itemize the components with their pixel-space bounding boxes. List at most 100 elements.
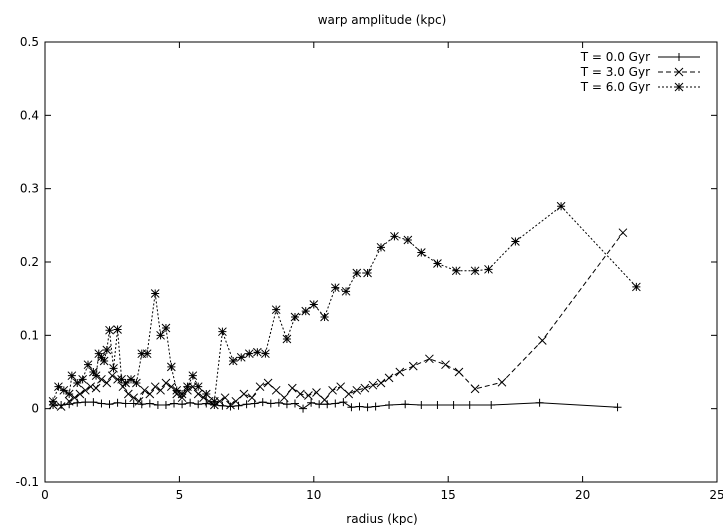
series-3-point bbox=[282, 334, 292, 344]
series-3-point bbox=[94, 349, 104, 359]
series-2-point bbox=[247, 393, 257, 403]
legend-label-1: T = 0.0 Gyr bbox=[580, 50, 650, 64]
series-1-point bbox=[178, 400, 187, 409]
series-3-point bbox=[352, 268, 362, 278]
x-tick-label: 25 bbox=[709, 488, 723, 502]
series-1-point bbox=[433, 401, 442, 409]
series-2-point bbox=[91, 383, 101, 393]
series-2-point bbox=[271, 385, 281, 395]
series-3-point bbox=[188, 371, 198, 381]
series-2-point bbox=[150, 382, 160, 392]
series-3-point bbox=[451, 266, 461, 276]
series-1-point bbox=[153, 401, 162, 409]
series-3-point bbox=[177, 389, 187, 399]
series-3-point bbox=[83, 360, 93, 370]
series-2-point bbox=[328, 385, 337, 395]
series-3-point bbox=[183, 382, 192, 392]
series-3-point bbox=[113, 325, 122, 334]
series-1-point bbox=[226, 402, 235, 411]
series-2-point bbox=[166, 382, 176, 392]
series-2-point bbox=[376, 378, 386, 388]
series-2-point bbox=[470, 384, 480, 394]
series-1-point bbox=[449, 401, 458, 409]
series-2-point bbox=[75, 389, 85, 399]
series-1-point bbox=[535, 398, 544, 407]
series-3-point bbox=[433, 259, 442, 268]
legend-marker-1 bbox=[675, 53, 683, 61]
series-2-point bbox=[454, 367, 464, 377]
x-tick-label: 5 bbox=[176, 488, 184, 502]
series-2-point bbox=[113, 374, 122, 384]
x-axis-label: radius (kpc) bbox=[346, 512, 417, 525]
series-1-point bbox=[417, 401, 426, 409]
series-3-point bbox=[78, 374, 87, 384]
series-3-point bbox=[89, 367, 98, 377]
series-3-point bbox=[54, 382, 63, 392]
series-2-point bbox=[425, 354, 434, 364]
series-2-point bbox=[263, 378, 273, 388]
series-3-point bbox=[556, 201, 566, 211]
series-2-point bbox=[64, 396, 74, 406]
series-2-point bbox=[161, 378, 171, 388]
x-tick-label: 15 bbox=[441, 488, 456, 502]
series-2-point bbox=[145, 389, 155, 399]
series-2-point bbox=[352, 385, 362, 395]
series-1-point bbox=[465, 401, 474, 409]
series-3-point bbox=[126, 374, 136, 384]
series-2-point bbox=[537, 336, 547, 345]
series-2-point bbox=[231, 396, 241, 406]
y-tick-label: 0.2 bbox=[20, 255, 39, 269]
series-1-point bbox=[363, 403, 372, 412]
y-tick-label: 0.5 bbox=[20, 35, 39, 49]
legend-label-2: T = 3.0 Gyr bbox=[580, 65, 650, 79]
series-3-point bbox=[301, 306, 311, 316]
series-3-point bbox=[218, 327, 227, 337]
series-3-point bbox=[201, 389, 211, 399]
y-tick-label: 0.4 bbox=[20, 108, 39, 122]
series-3-point bbox=[320, 312, 329, 322]
series-3-point bbox=[67, 371, 77, 381]
series-1-point bbox=[194, 400, 203, 409]
series-3-point bbox=[172, 385, 182, 395]
series-3-point bbox=[150, 289, 160, 298]
series-2-point bbox=[279, 393, 289, 403]
series-3-point bbox=[121, 378, 130, 388]
series-2-point bbox=[497, 377, 507, 387]
y-tick-label: 0.3 bbox=[20, 182, 39, 196]
series-1-point bbox=[89, 398, 98, 407]
series-2-point bbox=[239, 389, 249, 399]
series-2-point bbox=[80, 385, 90, 395]
chart-marks: 0 5 10 15 20 25-0.100.10.20.30.40.5T = 0.0 Gy… bbox=[16, 35, 723, 502]
legend-marker-3 bbox=[674, 82, 684, 92]
series-3-point bbox=[470, 266, 480, 276]
series-1-point bbox=[299, 404, 308, 413]
series-1-point bbox=[355, 402, 364, 411]
series-1-point bbox=[234, 401, 243, 410]
legend-marker-2 bbox=[674, 67, 684, 77]
series-2-point bbox=[86, 382, 96, 392]
series-1-point bbox=[218, 401, 227, 410]
series-3-point bbox=[363, 268, 372, 278]
series-2-point bbox=[304, 391, 313, 400]
series-1-point bbox=[385, 401, 394, 409]
series-3-point bbox=[132, 378, 141, 388]
series-1-point bbox=[81, 398, 90, 407]
series-1-point bbox=[266, 399, 275, 408]
series-1-point bbox=[186, 398, 195, 407]
series-1-point bbox=[487, 401, 496, 409]
series-1-point bbox=[242, 400, 251, 409]
series-3-point bbox=[416, 248, 426, 257]
series-2-point bbox=[70, 393, 79, 403]
series-1-point bbox=[105, 400, 114, 409]
series-3-point bbox=[161, 323, 171, 333]
chart-title: warp amplitude (kpc) bbox=[318, 13, 447, 27]
series-1-point bbox=[307, 398, 316, 407]
series-2-point bbox=[312, 388, 321, 397]
series-2-point bbox=[193, 389, 203, 399]
series-2-point bbox=[368, 380, 378, 390]
series-1-point bbox=[97, 399, 106, 408]
series-3-point bbox=[209, 396, 219, 406]
series-1-point bbox=[121, 399, 130, 408]
series-3-point bbox=[59, 385, 69, 395]
